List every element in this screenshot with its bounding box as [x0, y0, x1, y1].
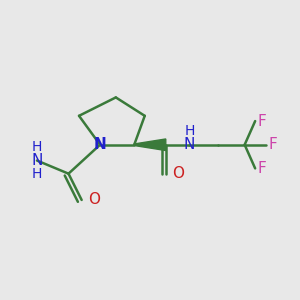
Text: H: H: [184, 124, 195, 138]
Text: O: O: [172, 166, 184, 181]
Text: N: N: [94, 137, 106, 152]
Text: F: F: [258, 114, 266, 129]
Text: H: H: [32, 167, 42, 181]
Text: N: N: [184, 137, 195, 152]
Text: F: F: [258, 161, 266, 176]
Text: O: O: [88, 193, 100, 208]
Text: H: H: [32, 140, 42, 154]
Text: N: N: [31, 153, 43, 168]
Polygon shape: [134, 139, 166, 151]
Text: F: F: [268, 137, 277, 152]
